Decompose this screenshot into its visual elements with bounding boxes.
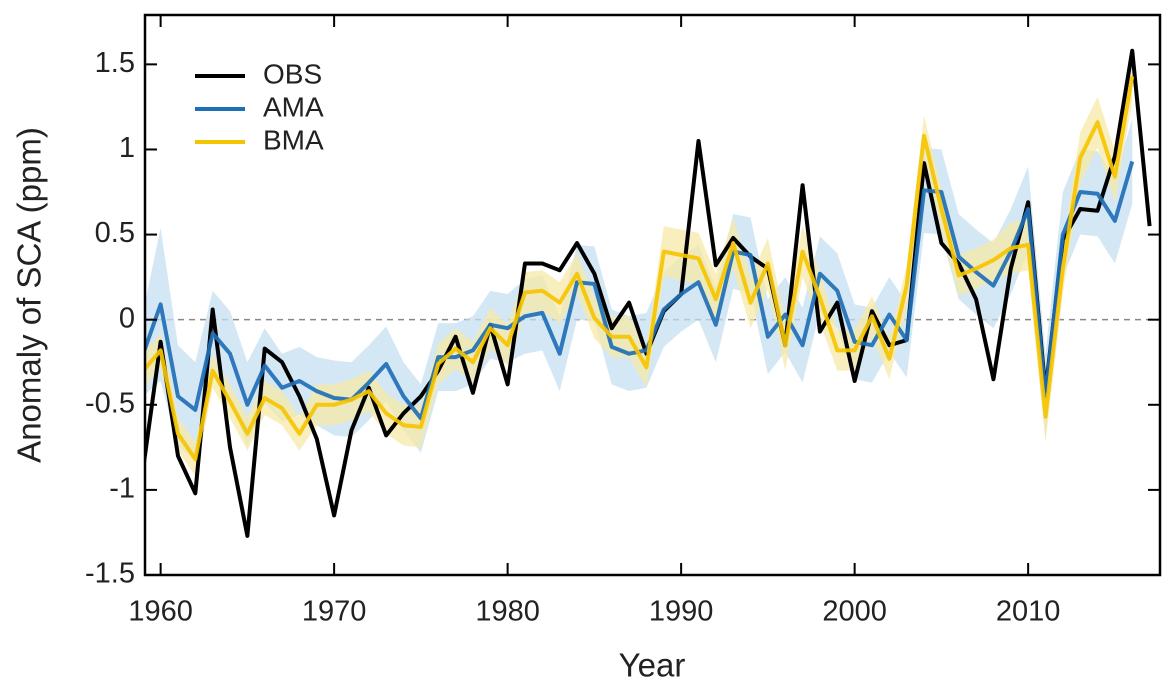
x-tick-label: 1960 <box>128 596 193 628</box>
legend-label: BMA <box>263 124 324 155</box>
x-axis-label: Year <box>619 647 686 684</box>
x-tick-label: 1980 <box>475 596 540 628</box>
y-tick-label: -0.5 <box>85 387 135 419</box>
legend-label: AMA <box>263 91 324 122</box>
y-axis-label: Anomaly of SCA (ppm) <box>11 127 48 463</box>
y-tick-label: -1 <box>109 473 135 505</box>
legend-label: OBS <box>263 58 322 89</box>
y-tick-label: 0.5 <box>95 217 135 249</box>
y-tick-label: 0 <box>119 302 135 334</box>
series-line <box>145 48 1152 538</box>
series-line <box>145 75 1135 462</box>
plot-frame <box>143 13 1162 577</box>
y-tick-label: 1 <box>119 132 135 164</box>
uncertainty-band <box>145 50 1133 477</box>
plot-area <box>145 48 1160 538</box>
y-tick-label: -1.5 <box>85 558 135 590</box>
x-tick-label: 2000 <box>822 596 887 628</box>
x-tick-label: 1990 <box>649 596 714 628</box>
x-tick-label: 1970 <box>302 596 367 628</box>
x-tick-label: 2010 <box>996 596 1061 628</box>
y-tick-label: 1.5 <box>95 47 135 79</box>
